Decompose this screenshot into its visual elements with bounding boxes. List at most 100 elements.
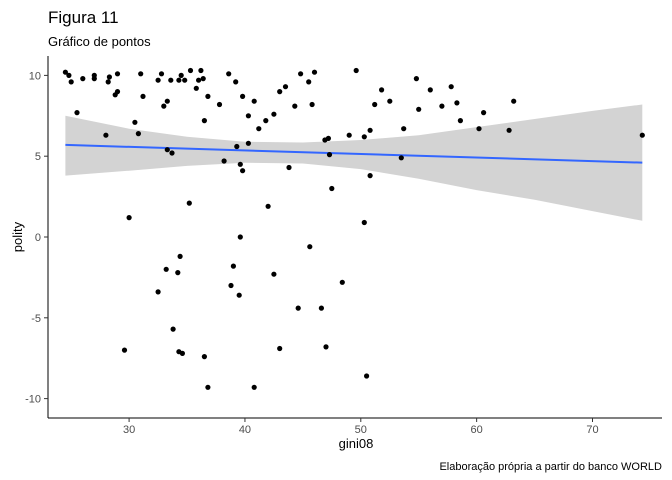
data-point (367, 127, 373, 133)
data-point (251, 384, 257, 390)
data-point (457, 118, 463, 124)
data-point (282, 84, 289, 90)
data-point (226, 71, 232, 77)
data-point (277, 345, 283, 352)
data-point (271, 271, 277, 277)
data-point (251, 98, 257, 104)
data-point (187, 67, 194, 74)
data-point (182, 77, 188, 83)
chart-subtitle: Gráfico de pontos (48, 34, 151, 49)
data-point (318, 305, 324, 311)
data-point (476, 126, 482, 132)
data-point (114, 71, 121, 77)
data-point (237, 161, 243, 167)
data-point (196, 77, 202, 83)
y-tick-label: 10 (29, 70, 41, 82)
data-point (240, 93, 246, 99)
data-point (367, 173, 373, 179)
x-tick-label: 70 (586, 424, 598, 436)
data-point (66, 72, 72, 78)
y-tick-label: -5 (31, 313, 41, 325)
data-point (329, 185, 335, 192)
points-layer (62, 67, 645, 390)
x-axis-title: gini08 (339, 436, 374, 451)
x-tick-label: 40 (239, 424, 251, 436)
data-point (639, 132, 645, 138)
data-point (198, 67, 204, 74)
data-point (353, 67, 359, 74)
data-point (140, 93, 146, 99)
data-point (263, 118, 269, 124)
data-point (265, 203, 271, 209)
data-point (439, 103, 445, 109)
data-point (164, 147, 170, 153)
data-point (233, 79, 239, 85)
data-point (271, 111, 277, 117)
data-point (506, 127, 512, 133)
data-point (169, 150, 175, 156)
data-point (114, 89, 121, 95)
data-point (361, 219, 367, 226)
data-point (163, 266, 169, 272)
data-point (164, 98, 170, 104)
data-point (228, 282, 234, 289)
chart-caption: Elaboração própria a partir do banco WOR… (439, 461, 662, 473)
data-point (398, 155, 404, 161)
data-point (295, 305, 301, 311)
axes-layer (44, 56, 662, 422)
data-point (325, 135, 331, 141)
data-point (80, 76, 86, 82)
x-tick-label: 60 (471, 424, 483, 436)
data-point (91, 76, 97, 82)
y-tick-label: 5 (35, 151, 41, 163)
chart-title: Figura 11 (48, 8, 119, 27)
data-point (74, 110, 80, 116)
data-point (326, 152, 333, 158)
data-point (68, 79, 74, 85)
data-point (339, 279, 345, 285)
data-point (178, 72, 184, 78)
data-point (177, 253, 183, 259)
data-point (427, 87, 433, 93)
data-point (401, 126, 407, 132)
data-point (126, 215, 132, 221)
data-point (306, 79, 312, 85)
data-point (240, 168, 246, 174)
data-point (138, 71, 144, 77)
data-point (309, 101, 315, 108)
data-point (135, 131, 141, 137)
data-point (346, 132, 352, 138)
data-point (311, 69, 318, 75)
data-point (62, 69, 68, 75)
confidence-band-layer (65, 104, 643, 221)
data-point (361, 134, 367, 140)
y-axis-title: polity (10, 221, 25, 252)
data-point (121, 347, 128, 353)
data-point (245, 113, 251, 119)
data-point (511, 98, 517, 104)
data-point (176, 77, 182, 83)
data-point (372, 101, 378, 108)
data-point (158, 71, 165, 77)
data-point (245, 140, 251, 146)
data-point (106, 74, 112, 80)
data-point (364, 373, 370, 379)
data-point (205, 93, 211, 99)
y-tick-label: -10 (25, 394, 41, 406)
data-point (413, 76, 419, 82)
y-tick-label: 0 (35, 232, 41, 244)
data-point (307, 244, 313, 250)
data-point (155, 289, 161, 295)
data-point (132, 119, 138, 125)
data-point (168, 77, 174, 83)
data-point (323, 344, 329, 350)
data-point (200, 76, 206, 82)
tick-labels-layer: 30 40 50 60 70 -10 -5 0 5 10 (25, 70, 599, 436)
data-point (175, 270, 181, 276)
trend-line-layer (65, 143, 643, 164)
data-point (170, 326, 176, 332)
data-point (161, 103, 167, 109)
data-point (236, 292, 242, 298)
data-point (201, 354, 207, 360)
